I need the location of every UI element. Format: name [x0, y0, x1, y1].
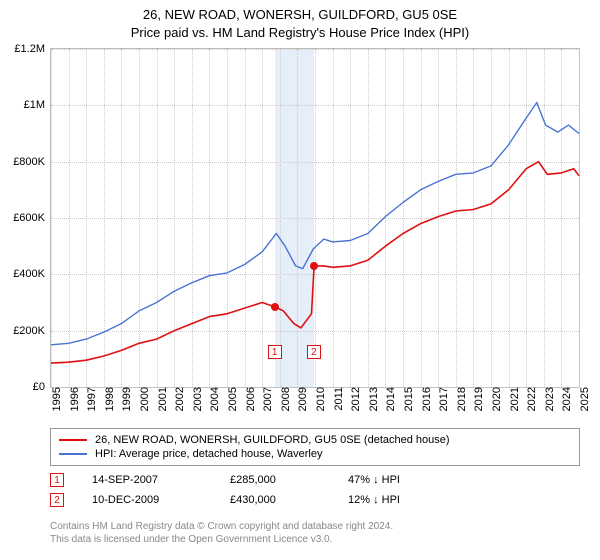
x-axis-label: 2016 — [417, 387, 433, 411]
footer-line1: Contains HM Land Registry data © Crown c… — [50, 520, 580, 533]
x-axis-label: 1997 — [82, 387, 98, 411]
x-axis-label: 1995 — [47, 387, 63, 411]
x-axis-label: 2007 — [258, 387, 274, 411]
legend-swatch-hpi — [59, 453, 87, 455]
chart-lines — [51, 49, 579, 387]
series-hpi — [51, 103, 579, 345]
legend: 26, NEW ROAD, WONERSH, GUILDFORD, GU5 0S… — [50, 428, 580, 466]
x-axis-label: 2012 — [346, 387, 362, 411]
y-axis-label: £200K — [13, 325, 51, 337]
footer-line2: This data is licensed under the Open Gov… — [50, 533, 580, 546]
x-axis-label: 2015 — [399, 387, 415, 411]
footer-attribution: Contains HM Land Registry data © Crown c… — [50, 520, 580, 546]
x-axis-label: 2022 — [522, 387, 538, 411]
x-axis-label: 2011 — [329, 387, 345, 411]
x-axis-label: 1996 — [65, 387, 81, 411]
x-axis-label: 2017 — [434, 387, 450, 411]
transaction-dot-1 — [271, 303, 279, 311]
y-axis-label: £600K — [13, 212, 51, 224]
y-axis-label: £400K — [13, 268, 51, 280]
x-axis-label: 2019 — [469, 387, 485, 411]
transaction-diff: 47% ↓ HPI — [348, 474, 468, 486]
legend-item-hpi: HPI: Average price, detached house, Wave… — [59, 447, 571, 461]
transaction-date: 10-DEC-2009 — [92, 494, 202, 506]
x-axis-label: 2005 — [223, 387, 239, 411]
legend-item-price-paid: 26, NEW ROAD, WONERSH, GUILDFORD, GU5 0S… — [59, 433, 571, 447]
legend-label-price-paid: 26, NEW ROAD, WONERSH, GUILDFORD, GU5 0S… — [95, 434, 450, 446]
x-axis-label: 2020 — [487, 387, 503, 411]
transaction-price: £285,000 — [230, 474, 320, 486]
x-axis-label: 2000 — [135, 387, 151, 411]
x-axis-label: 2021 — [505, 387, 521, 411]
transaction-marker-2: 2 — [50, 493, 64, 507]
x-axis-label: 2002 — [170, 387, 186, 411]
transaction-dot-2 — [310, 262, 318, 270]
x-axis-label: 1998 — [100, 387, 116, 411]
x-axis-label: 2018 — [452, 387, 468, 411]
transaction-row: 1 14-SEP-2007 £285,000 47% ↓ HPI — [50, 470, 580, 490]
x-axis-label: 2003 — [188, 387, 204, 411]
x-axis-label: 2024 — [557, 387, 573, 411]
y-axis-label: £1M — [24, 99, 51, 111]
chart-title-line2: Price paid vs. HM Land Registry's House … — [0, 24, 600, 42]
x-axis-label: 2009 — [293, 387, 309, 411]
transactions-table: 1 14-SEP-2007 £285,000 47% ↓ HPI 2 10-DE… — [50, 470, 580, 510]
x-axis-label: 2013 — [364, 387, 380, 411]
x-axis-label: 2025 — [575, 387, 591, 411]
x-axis-label: 2006 — [241, 387, 257, 411]
x-axis-label: 2023 — [540, 387, 556, 411]
transaction-marker-1: 1 — [50, 473, 64, 487]
x-axis-label: 2014 — [381, 387, 397, 411]
transaction-row: 2 10-DEC-2009 £430,000 12% ↓ HPI — [50, 490, 580, 510]
legend-swatch-price-paid — [59, 439, 87, 441]
transaction-diff: 12% ↓ HPI — [348, 494, 468, 506]
transaction-label-box-2: 2 — [307, 345, 321, 359]
gridline-v — [579, 49, 580, 387]
transaction-date: 14-SEP-2007 — [92, 474, 202, 486]
chart-title-line1: 26, NEW ROAD, WONERSH, GUILDFORD, GU5 0S… — [0, 6, 600, 24]
transaction-price: £430,000 — [230, 494, 320, 506]
y-axis-label: £800K — [13, 156, 51, 168]
x-axis-label: 2001 — [153, 387, 169, 411]
legend-label-hpi: HPI: Average price, detached house, Wave… — [95, 448, 322, 460]
x-axis-label: 2010 — [311, 387, 327, 411]
transaction-label-box-1: 1 — [268, 345, 282, 359]
y-axis-label: £1.2M — [14, 43, 51, 55]
x-axis-label: 2008 — [276, 387, 292, 411]
x-axis-label: 2004 — [205, 387, 221, 411]
x-axis-label: 1999 — [117, 387, 133, 411]
chart-plot-area: £0£200K£400K£600K£800K£1M£1.2M1995199619… — [50, 48, 580, 388]
